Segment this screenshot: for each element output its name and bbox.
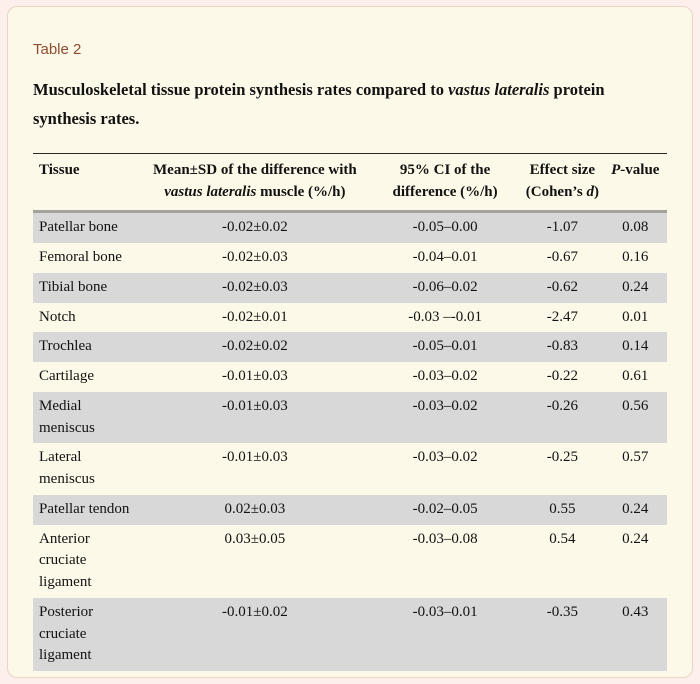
p-value-cell: 0.43: [622, 603, 649, 620]
ci-cell: -0.03–0.02: [412, 449, 478, 466]
p-value-cell: 0.11: [604, 671, 667, 677]
header-mean-sd-line1: Mean±SD of the difference with: [153, 161, 357, 178]
table-row: Anterior cruciate ligament 0.03±0.05 -0.03…: [33, 525, 667, 598]
ci-cell: -0.06–0.02: [412, 278, 478, 295]
p-value-cell: 0.08: [622, 219, 649, 236]
table-row: Patellar bone -0.02±0.02 -0.05–0.00 -1.07 0.…: [33, 211, 667, 243]
ci-cell: -0.05–0.00: [412, 219, 478, 236]
tissue-cell: Notch: [39, 308, 76, 325]
mean-sd-cell: -0.02±0.01: [222, 308, 288, 325]
header-tissue: Tissue: [33, 153, 141, 214]
header-effect-size-line1: Effect size: [529, 161, 596, 178]
p-value-cell: 0.57: [622, 449, 649, 466]
ci-cell: -0.03–0.01: [412, 603, 478, 620]
header-mean-sd-line2: vastus lateralis muscle (%/h): [164, 183, 346, 200]
table-title-italic: vastus lateralis: [448, 80, 550, 99]
effect-size-cell: -0.22: [546, 368, 578, 384]
p-value-cell: 0.61: [622, 368, 649, 384]
p-value-cell: 0.56: [622, 397, 649, 414]
tissue-cell: Trochlea: [39, 338, 92, 355]
mean-sd-cell: -0.02±0.03: [222, 249, 288, 265]
effect-size-cell: -0.62: [546, 278, 578, 295]
table-title-post: protein synthesis rates.: [33, 80, 605, 128]
tissue-cell: Medial meniscus: [39, 397, 95, 436]
effect-size-cell: 0.55: [549, 500, 576, 517]
effect-size-cell: -0.67: [546, 249, 578, 265]
ci-cell: -0.03–0.02: [412, 368, 478, 384]
header-ci-line2: difference (%/h): [392, 183, 498, 200]
ci-cell: -0.05–0.01: [412, 338, 478, 355]
header-effect-size-line2: (Cohen’s d): [525, 183, 599, 200]
tissue-cell: Femoral bone: [39, 249, 122, 265]
table-header: Tissue Mean±SD of the difference with va…: [33, 153, 667, 214]
table-row: Cartilage -0.01±0.03 -0.03–0.02 -0.22 0.61: [33, 362, 667, 392]
mean-sd-cell: -0.02±0.03: [222, 278, 288, 295]
tissue-cell: Posterior cruciate ligament: [39, 603, 94, 664]
mean-sd-cell: -0.02±0.02: [222, 338, 288, 355]
effect-size-cell: -0.35: [546, 603, 578, 620]
tissue-cell: Anterior cruciate ligament: [39, 530, 92, 591]
tissue-cell: Tibial bone: [39, 278, 108, 295]
effect-size-cell: -0.25: [546, 449, 578, 466]
tissue-cell: Patellar bone: [39, 219, 118, 236]
ci-cell: -0.03 –-0.01: [408, 308, 482, 325]
effect-size-cell: 0.54: [549, 530, 576, 547]
table-row: Trochlea -0.02±0.02 -0.05–0.01 -0.83 0.14: [33, 332, 667, 362]
p-value-cell: 0.24: [622, 278, 649, 295]
tissue-cell: Lateral meniscus: [39, 449, 95, 487]
mean-sd-cell: -0.01±0.03: [222, 449, 288, 466]
ci-cell: -0.02–0.05: [412, 500, 478, 517]
ci-cell: -0.03–0.08: [412, 530, 478, 547]
effect-size-cell: -2.47: [546, 308, 578, 325]
mean-sd-cell: 0.03±0.05: [224, 530, 286, 547]
header-ci-line1: 95% CI of the: [399, 161, 491, 178]
header-ci: 95% CI of the difference (%/h): [369, 153, 522, 214]
header-p-value: P-value: [603, 153, 667, 214]
effect-size-cell: -0.83: [546, 338, 578, 355]
mean-sd-cell: 0.02±0.03: [224, 500, 286, 517]
ci-cell: -0.02–0.14: [369, 671, 521, 677]
ci-cell: -0.03–0.02: [412, 397, 478, 414]
ci-cell: -0.04–0.01: [412, 249, 478, 265]
mean-sd-cell: -0.01±0.03: [222, 368, 288, 384]
table-row: Hoffa’s fat pad0.06±0.08-0.02–0.140.800.…: [33, 671, 667, 677]
tissue-cell: Patellar tendon: [39, 500, 130, 517]
p-value-cell: 0.16: [622, 249, 649, 265]
mean-sd-cell: -0.01±0.02: [222, 603, 288, 620]
table-row: Medial meniscus -0.01±0.03 -0.03–0.02 -0.26…: [33, 391, 667, 444]
tissue-cell: Cartilage: [39, 368, 94, 384]
p-value-cell: 0.14: [622, 338, 649, 355]
table-row: Posterior cruciate ligament -0.01±0.02 -0.…: [33, 597, 667, 671]
header-mean-sd: Mean±SD of the difference with vastus la…: [140, 153, 370, 214]
p-value-cell: 0.01: [622, 308, 649, 325]
table-card: Table 2 Musculoskeletal tissue protein s…: [7, 6, 693, 678]
table-row: Femoral bone -0.02±0.03 -0.04–0.01 -0.67 0.1…: [33, 243, 667, 273]
tissue-cell: Hoffa’s fat pad: [33, 671, 141, 677]
mean-sd-cell: 0.06±0.08: [141, 671, 369, 677]
p-value-cell: 0.24: [622, 500, 649, 517]
data-table: Tissue Mean±SD of the difference with va…: [33, 152, 667, 677]
header-effect-size: Effect size (Cohen’s d): [521, 153, 604, 214]
table-row: Lateral meniscus -0.01±0.03 -0.03–0.02 -0.2…: [33, 443, 667, 495]
table-label: Table 2: [33, 41, 82, 58]
table-row: Tibial bone -0.02±0.03 -0.06–0.02 -0.62 0.24: [33, 272, 667, 303]
p-value-cell: 0.24: [622, 530, 649, 547]
table-title-pre: Musculoskeletal tissue protein synthesis…: [33, 80, 449, 99]
table-row: Notch -0.02±0.01 -0.03 –-0.01 -2.47 0.01: [33, 303, 667, 333]
table-title: Musculoskeletal tissue protein synthesis…: [33, 76, 667, 134]
effect-size-cell: -1.07: [546, 219, 578, 236]
effect-size-cell: -0.26: [546, 397, 578, 414]
effect-size-cell: 0.80: [521, 671, 603, 677]
mean-sd-cell: -0.01±0.03: [222, 397, 288, 414]
table-row: Patellar tendon 0.02±0.03 -0.02–0.05 0.55 0.…: [33, 494, 667, 525]
table-body: Patellar bone -0.02±0.02 -0.05–0.00 -1.07 0.…: [33, 211, 667, 677]
mean-sd-cell: -0.02±0.02: [222, 219, 288, 236]
